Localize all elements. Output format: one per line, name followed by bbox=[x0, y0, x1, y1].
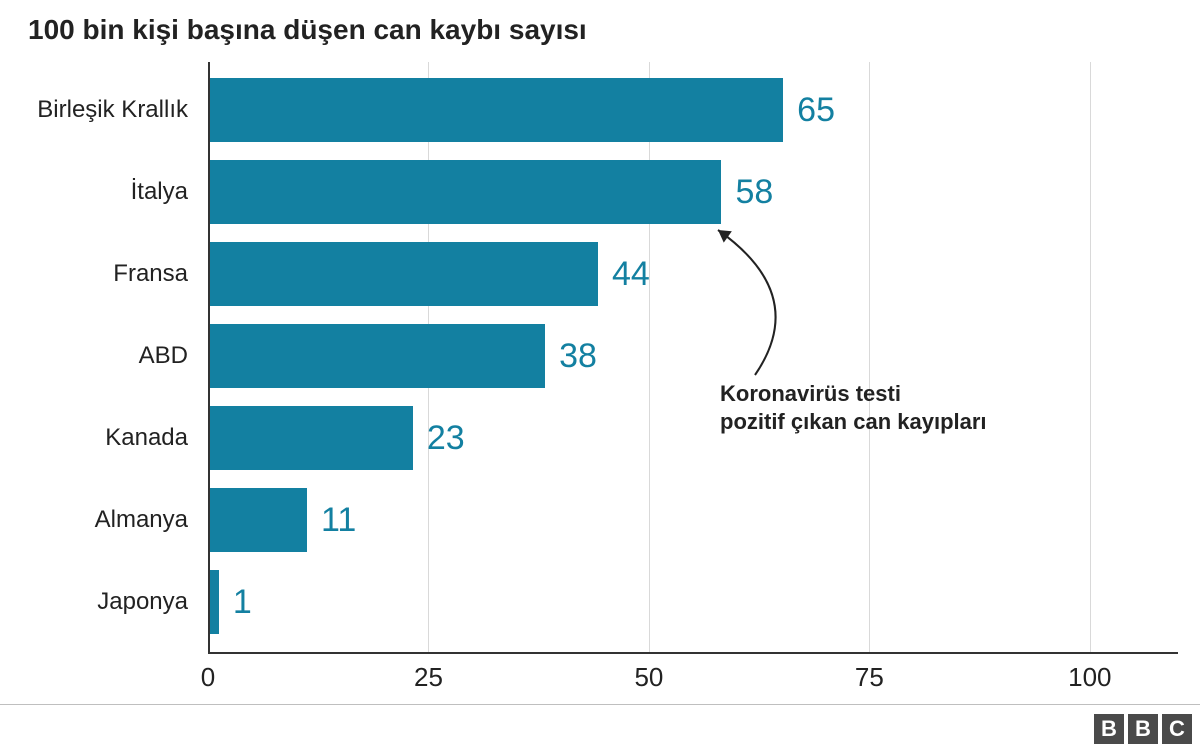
chart-container: 100 bin kişi başına düşen can kaybı sayı… bbox=[0, 0, 1200, 749]
footer-divider bbox=[0, 704, 1200, 705]
bbc-logo: B B C bbox=[1094, 714, 1192, 744]
annotation-line2: pozitif çıkan can kayıpları bbox=[720, 409, 987, 434]
bbc-block-2: B bbox=[1128, 714, 1158, 744]
bbc-block-3: C bbox=[1162, 714, 1192, 744]
annotation-line1: Koronavirüs testi bbox=[720, 381, 901, 406]
bbc-block-1: B bbox=[1094, 714, 1124, 744]
annotation-text: Koronavirüs testi pozitif çıkan can kayı… bbox=[720, 380, 987, 435]
annotation-arrow bbox=[0, 0, 1200, 749]
